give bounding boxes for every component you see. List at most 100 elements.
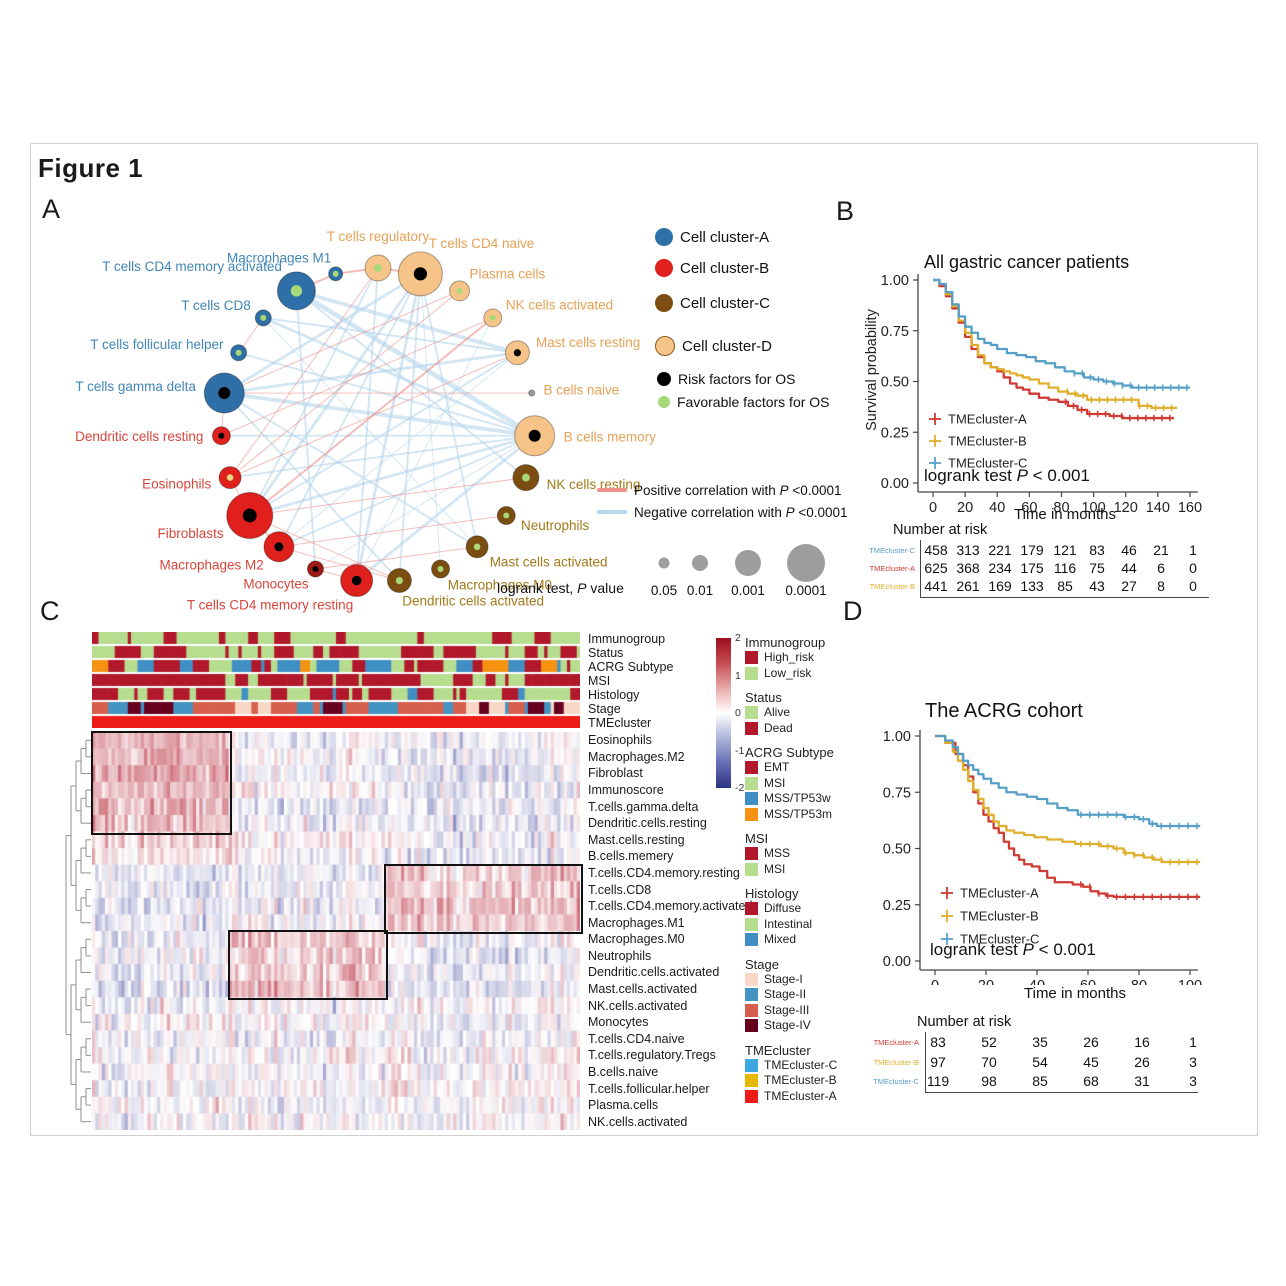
risk-value: 133: [1020, 578, 1044, 594]
network-node-label: Macrophages M0: [448, 578, 552, 593]
colorbar-tick: 1: [735, 669, 741, 682]
y-tick-label: 0.25: [881, 425, 909, 441]
cluster-legend: Cell cluster-A Cell cluster-B Cell clust…: [655, 228, 855, 418]
network-node-label: Macrophages M2: [159, 557, 263, 572]
heatmap-row-label: Eosinophils: [588, 733, 652, 748]
heatmap-track-label: TMEcluster: [588, 715, 652, 730]
heatmap-row-label: Immunoscore: [588, 783, 664, 798]
x-tick-label: 60: [1021, 500, 1037, 516]
network-node-factor-dot: [351, 575, 362, 586]
x-tick-label: 80: [1053, 500, 1069, 516]
y-tick-label: 0.50: [883, 842, 911, 858]
network-edge: [315, 546, 478, 570]
heatmap-legend-item: Low_risk: [745, 666, 857, 682]
heatmap-row-label: Fibroblast: [588, 766, 643, 781]
heatmap-legend-label: MSI: [764, 775, 786, 790]
network-node-factor-dot: [218, 432, 225, 439]
heatmap-row-label: NK.cells.activated: [588, 998, 688, 1013]
colorbar-tick: -2: [735, 782, 745, 794]
legend-label: TMEcluster-B: [960, 909, 1039, 924]
heatmap-legend-label: Stage-II: [764, 987, 807, 1001]
heatmap-legend-item: EMT: [745, 760, 857, 776]
risk-value: 83: [930, 1034, 946, 1050]
network-node-factor-dot: [374, 264, 382, 272]
network-node-label: T cells CD4 memory activated: [102, 259, 282, 274]
favorable-factor-dot: [658, 396, 670, 408]
colorbar-tick: 2: [735, 632, 741, 644]
heatmap-legend-item: Mixed: [745, 932, 857, 948]
heatmap-legend-label: Stage-III: [764, 1002, 810, 1017]
heatmap-row-label: Macrophages.M2: [588, 749, 685, 764]
km-d-risk-title: Number at risk: [917, 1014, 1012, 1030]
km-curve: [933, 278, 1178, 410]
network-node-label: Monocytes: [243, 577, 309, 592]
y-tick-label: 0.25: [883, 898, 911, 914]
heatmap-legend-label: TMEcluster-B: [764, 1073, 837, 1087]
panel-d-label: D: [843, 596, 863, 626]
heatmap-legend-label: Alive: [764, 705, 791, 719]
network-edge: [249, 434, 536, 517]
network-node-factor-dot: [226, 474, 234, 481]
risk-row-label: TMEcluster-B: [869, 582, 915, 591]
x-tick-label: 60: [1080, 978, 1096, 985]
size-legend-value: 0.05: [651, 583, 677, 598]
heatmap-row-label: T.cells.CD4.naive: [588, 1031, 685, 1046]
figure-border: [30, 143, 1258, 1136]
heatmap-legend-swatch: [745, 972, 758, 986]
heatmap-row-label: B.cells.memery: [588, 849, 674, 864]
network-edge: [295, 290, 317, 570]
risk-value: 75: [1089, 560, 1105, 576]
x-tick-label: 100: [1081, 500, 1105, 516]
network-edge: [315, 435, 535, 570]
heatmap-legend-swatch: [745, 666, 758, 680]
network-node-label: T cells CD8: [181, 298, 251, 313]
heatmap-legend-group-title: Histology: [745, 886, 799, 901]
risk-value: 54: [1032, 1054, 1048, 1070]
network-node-label: Neutrophils: [521, 518, 590, 533]
heatmap-legend-swatch: [745, 792, 758, 806]
network-node-factor-dot: [413, 267, 427, 281]
heatmap-legend-label: Low_risk: [764, 665, 812, 680]
colorbar-tick: -1: [735, 744, 745, 757]
network-node-factor-dot: [489, 314, 496, 321]
y-tick-label: 0.75: [881, 324, 909, 340]
km-curve: [933, 278, 1190, 389]
network-node-factor-dot: [312, 566, 319, 573]
size-legend-value: 0.001: [731, 583, 765, 598]
risk-value: 70: [981, 1054, 997, 1070]
network-edge: [249, 351, 518, 517]
km-curve: [935, 734, 1201, 899]
heatmap-legend-swatch: [745, 776, 758, 790]
x-tick-label: 0: [931, 978, 939, 985]
risk-factor-dot: [657, 372, 671, 386]
size-legend-title: logrank test, P value: [497, 580, 624, 596]
km-d-risk-frame: [925, 1032, 1198, 1093]
network-node-label: T cells gamma delta: [75, 379, 196, 394]
risk-value: 8: [1157, 578, 1165, 594]
heatmap-dendrogram: [65, 739, 91, 1123]
heatmap-track-label: Stage: [588, 701, 621, 716]
x-tick-label: 20: [957, 500, 973, 516]
heatmap-row-label: T.cells.CD4.memory.resting: [588, 865, 740, 880]
risk-value: 221: [988, 542, 1012, 558]
heatmap-legend-group-title: Immunogroup: [745, 635, 826, 650]
heatmap-legend-item: Stage-III: [745, 1003, 857, 1019]
network-node-label: Macrophages M1: [227, 250, 331, 265]
network-edge: [224, 290, 460, 394]
negative-correlation-swatch: [597, 509, 627, 515]
heatmap-legend-item: TMEcluster-C: [745, 1058, 857, 1074]
heatmap-legend-label: TMEcluster-A: [764, 1088, 837, 1103]
risk-value: 0: [1189, 560, 1197, 576]
heatmap-legend-label: Intestinal: [764, 916, 813, 931]
network-edge: [229, 352, 518, 479]
network-edge: [295, 289, 518, 355]
heatmap-legend-label: MSS/TP53m: [764, 806, 833, 821]
heatmap-legend: Immunogroup High_risk Low_risk Status Alive D…: [745, 626, 857, 1104]
heatmap-legend-swatch: [745, 933, 758, 947]
risk-row-label: TMEcluster-C: [873, 1077, 919, 1086]
heatmap-track-label: MSI: [588, 673, 611, 688]
heatmap-legend-item: Intestinal: [745, 917, 857, 933]
network-edge: [263, 316, 518, 354]
network-edge: [355, 273, 422, 581]
